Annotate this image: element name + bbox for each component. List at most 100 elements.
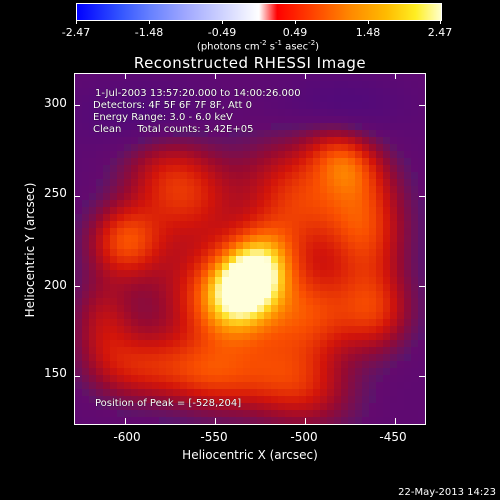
heatmap-cell bbox=[103, 284, 111, 292]
heatmap-cell bbox=[180, 81, 188, 89]
heatmap-cell bbox=[82, 172, 90, 180]
heatmap-cell bbox=[117, 347, 125, 355]
heatmap-cell bbox=[369, 221, 377, 229]
heatmap-cell bbox=[180, 403, 188, 411]
heatmap-cell bbox=[411, 333, 419, 341]
heatmap-cell bbox=[229, 74, 237, 82]
heatmap-cell bbox=[285, 172, 293, 180]
heatmap-cell bbox=[299, 389, 307, 397]
heatmap-cell bbox=[299, 74, 307, 82]
heatmap-cell bbox=[418, 116, 425, 124]
heatmap-cell bbox=[131, 158, 139, 166]
heatmap-cell bbox=[404, 298, 412, 306]
heatmap-cell bbox=[166, 235, 174, 243]
heatmap-cell bbox=[124, 305, 132, 313]
heatmap-cell bbox=[369, 158, 377, 166]
heatmap-cell bbox=[334, 81, 342, 89]
heatmap-cell bbox=[166, 242, 174, 250]
heatmap-cell bbox=[180, 130, 188, 138]
heatmap-cell bbox=[362, 340, 370, 348]
heatmap-cell bbox=[278, 410, 286, 418]
heatmap-cell bbox=[327, 298, 335, 306]
heatmap-cell bbox=[264, 284, 272, 292]
heatmap-cell bbox=[320, 284, 328, 292]
heatmap-cell bbox=[348, 326, 356, 334]
heatmap-cell bbox=[131, 396, 139, 404]
heatmap-cell bbox=[82, 270, 90, 278]
heatmap-cell bbox=[264, 214, 272, 222]
heatmap-cell bbox=[194, 368, 202, 376]
heatmap-cell bbox=[159, 263, 167, 271]
heatmap-cell bbox=[236, 340, 244, 348]
heatmap-cell bbox=[306, 396, 314, 404]
heatmap-cell bbox=[411, 74, 419, 82]
heatmap-cell bbox=[264, 102, 272, 110]
heatmap-cell bbox=[89, 144, 97, 152]
heatmap-cell bbox=[131, 88, 139, 96]
heatmap-cell bbox=[250, 305, 258, 313]
heatmap-cell bbox=[124, 375, 132, 383]
heatmap-cell bbox=[222, 375, 230, 383]
heatmap-cell bbox=[264, 298, 272, 306]
heatmap-cell bbox=[411, 130, 419, 138]
heatmap-cell bbox=[390, 242, 398, 250]
heatmap-cell bbox=[299, 284, 307, 292]
heatmap-cell bbox=[334, 158, 342, 166]
heatmap-cell bbox=[285, 417, 293, 424]
heatmap-cell bbox=[383, 186, 391, 194]
heatmap-cell bbox=[292, 81, 300, 89]
heatmap-cell bbox=[236, 396, 244, 404]
heatmap-cell bbox=[117, 165, 125, 173]
heatmap-cell bbox=[75, 361, 83, 369]
heatmap-cell bbox=[222, 172, 230, 180]
heatmap-cell bbox=[376, 179, 384, 187]
x-tick-label: -500 bbox=[290, 430, 318, 444]
heatmap-cell bbox=[264, 312, 272, 320]
heatmap-cell bbox=[299, 221, 307, 229]
heatmap-cell bbox=[285, 158, 293, 166]
heatmap-cell bbox=[341, 319, 349, 327]
heatmap-cell bbox=[222, 235, 230, 243]
heatmap-cell bbox=[243, 270, 251, 278]
heatmap-cell bbox=[285, 81, 293, 89]
heatmap-cell bbox=[264, 88, 272, 96]
heatmap-cell bbox=[327, 417, 335, 424]
heatmap-cell bbox=[138, 270, 146, 278]
heatmap-cell bbox=[390, 151, 398, 159]
heatmap-cell bbox=[418, 179, 425, 187]
heatmap-cell bbox=[404, 102, 412, 110]
heatmap-cell bbox=[75, 179, 83, 187]
heatmap-cell bbox=[383, 382, 391, 390]
heatmap-cell bbox=[82, 81, 90, 89]
heatmap-cell bbox=[411, 256, 419, 264]
heatmap-cell bbox=[306, 116, 314, 124]
heatmap-cell bbox=[250, 263, 258, 271]
heatmap-cell bbox=[173, 158, 181, 166]
heatmap-cell bbox=[299, 368, 307, 376]
heatmap-cell bbox=[348, 333, 356, 341]
heatmap-cell bbox=[369, 417, 377, 424]
heatmap-cell bbox=[166, 319, 174, 327]
heatmap-cell bbox=[138, 389, 146, 397]
heatmap-cell bbox=[110, 179, 118, 187]
heatmap-cell bbox=[334, 417, 342, 424]
heatmap-cell bbox=[327, 347, 335, 355]
heatmap-cell bbox=[313, 102, 321, 110]
heatmap-cell bbox=[117, 277, 125, 285]
heatmap-cell bbox=[131, 326, 139, 334]
heatmap-cell bbox=[341, 333, 349, 341]
heatmap-cell bbox=[348, 396, 356, 404]
heatmap-cell bbox=[404, 361, 412, 369]
heatmap-cell bbox=[103, 242, 111, 250]
heatmap-cell bbox=[152, 151, 160, 159]
heatmap-cell bbox=[82, 312, 90, 320]
heatmap-cell bbox=[348, 298, 356, 306]
heatmap-cell bbox=[348, 368, 356, 376]
heatmap-cell bbox=[138, 375, 146, 383]
heatmap-cell bbox=[418, 144, 425, 152]
heatmap-cell bbox=[411, 361, 419, 369]
heatmap-cell bbox=[341, 158, 349, 166]
heatmap-cell bbox=[173, 410, 181, 418]
heatmap-cell bbox=[397, 81, 405, 89]
heatmap-cell bbox=[334, 235, 342, 243]
